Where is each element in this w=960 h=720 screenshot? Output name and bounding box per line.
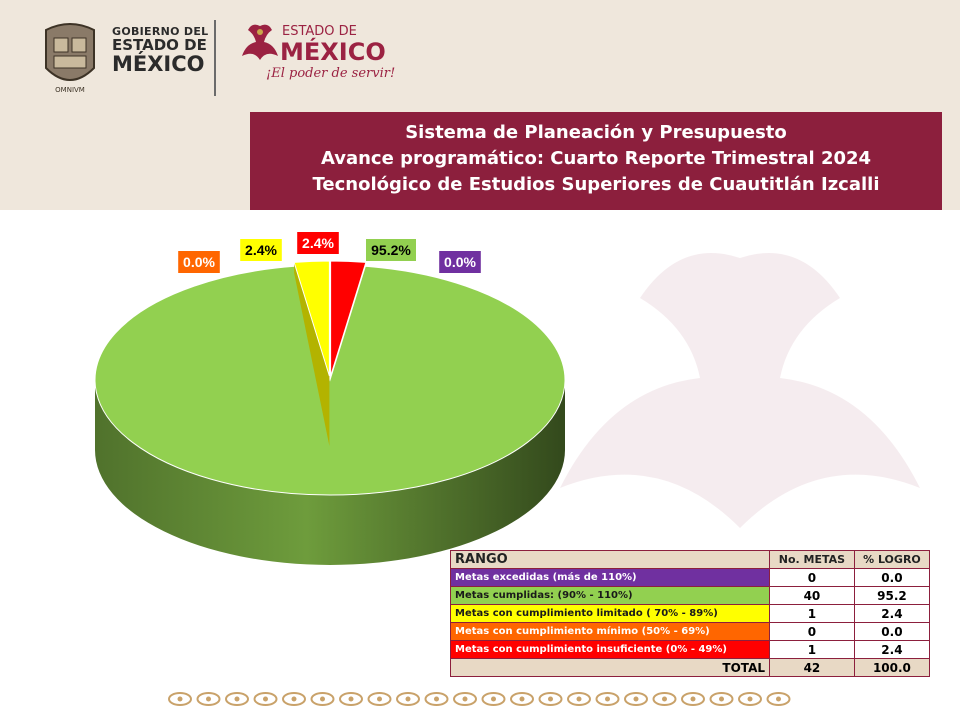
pie-data-label: 0.0% <box>178 251 220 273</box>
pie-data-label: 95.2% <box>366 239 416 261</box>
row-metas: 1 <box>769 640 855 659</box>
table-row: Metas cumplidas: (90% - 110%) 40 95.2 <box>450 586 931 605</box>
estado-logo: ESTADO DE MÉXICO ¡El poder de servir! <box>236 18 406 88</box>
page-title: Sistema de Planeación y Presupuesto Avan… <box>250 112 942 210</box>
row-label: Metas con cumplimiento insuficiente (0% … <box>450 640 770 659</box>
hummingbird-watermark-icon <box>560 253 920 528</box>
gobierno-logo-line3: MÉXICO <box>112 52 205 77</box>
svg-text:0.0%: 0.0% <box>183 254 215 270</box>
row-logro: 0.0 <box>853 568 931 587</box>
row-label: Metas cumplidas: (90% - 110%) <box>450 586 770 605</box>
logo-divider <box>214 20 216 96</box>
svg-text:2.4%: 2.4% <box>302 235 334 251</box>
row-label: Metas con cumplimiento mínimo (50% - 69%… <box>450 622 770 641</box>
estado-logo-big: MÉXICO <box>280 38 386 66</box>
header-no-metas: No. METAS <box>769 550 855 569</box>
pie-data-label: 0.0% <box>439 251 481 273</box>
row-label: Metas excedidas (más de 110%) <box>450 568 770 587</box>
pie-slice-4 <box>330 260 367 377</box>
row-metas: 1 <box>769 604 855 623</box>
table-header-row: RANGO No. METAS % LOGRO <box>450 550 931 569</box>
title-line-1: Sistema de Planeación y Presupuesto <box>405 122 787 143</box>
table-total-row: TOTAL 42 100.0 <box>450 658 931 677</box>
hummingbird-icon <box>242 24 278 61</box>
svg-text:2.4%: 2.4% <box>245 242 277 258</box>
table-row: Metas excedidas (más de 110%) 0 0.0 <box>450 568 931 587</box>
pie-chart: 0.0% 2.4% 2.4% 95.2% 0.0% <box>94 232 566 565</box>
row-logro: 0.0 <box>853 622 931 641</box>
header-rango: RANGO <box>450 550 770 569</box>
row-logro: 2.4 <box>853 604 931 623</box>
gobierno-logo-line1: GOBIERNO DEL <box>112 25 209 38</box>
row-metas: 0 <box>769 622 855 641</box>
gobierno-logo-text: GOBIERNO DEL ESTADO DE MÉXICO <box>112 26 208 75</box>
svg-text:0.0%: 0.0% <box>444 254 476 270</box>
row-metas: 0 <box>769 568 855 587</box>
estado-logo-slogan: ¡El poder de servir! <box>266 66 396 81</box>
estado-logo-small: ESTADO DE <box>282 24 357 39</box>
table-row: Metas con cumplimiento limitado ( 70% - … <box>450 604 931 623</box>
total-label: TOTAL <box>450 658 770 677</box>
row-logro: 95.2 <box>853 586 931 605</box>
footer-ornament-icon <box>168 692 791 706</box>
pie-slice-side <box>294 262 330 447</box>
header-logro: % LOGRO <box>853 550 931 569</box>
pie-slice-2 <box>293 260 330 377</box>
pie-data-label: 2.4% <box>297 232 339 254</box>
coat-of-arms-icon: OMNIVM <box>45 23 95 94</box>
total-metas: 42 <box>769 658 855 677</box>
title-line-2: Avance programático: Cuarto Reporte Trim… <box>320 148 872 169</box>
pie-data-label: 2.4% <box>240 239 282 261</box>
summary-table: RANGO No. METAS % LOGRO Metas excedidas … <box>450 550 931 677</box>
table-row: Metas con cumplimiento insuficiente (0% … <box>450 640 931 659</box>
table-row: Metas con cumplimiento mínimo (50% - 69%… <box>450 622 931 641</box>
row-label: Metas con cumplimiento limitado ( 70% - … <box>450 604 770 623</box>
row-metas: 40 <box>769 586 855 605</box>
title-line-3: Tecnológico de Estudios Superiores de Cu… <box>312 174 880 195</box>
total-logro: 100.0 <box>853 658 931 677</box>
pie-side-cumplidas <box>95 380 565 565</box>
row-logro: 2.4 <box>853 640 931 659</box>
gobierno-logo: OMNIVM GOBIERNO DEL ESTADO DE MÉXICO <box>38 20 238 96</box>
svg-text:95.2%: 95.2% <box>371 242 411 258</box>
pie-slice-1 <box>94 265 566 496</box>
gobierno-logo-line2: ESTADO DE <box>112 35 207 54</box>
svg-text:OMNIVM: OMNIVM <box>55 86 85 94</box>
